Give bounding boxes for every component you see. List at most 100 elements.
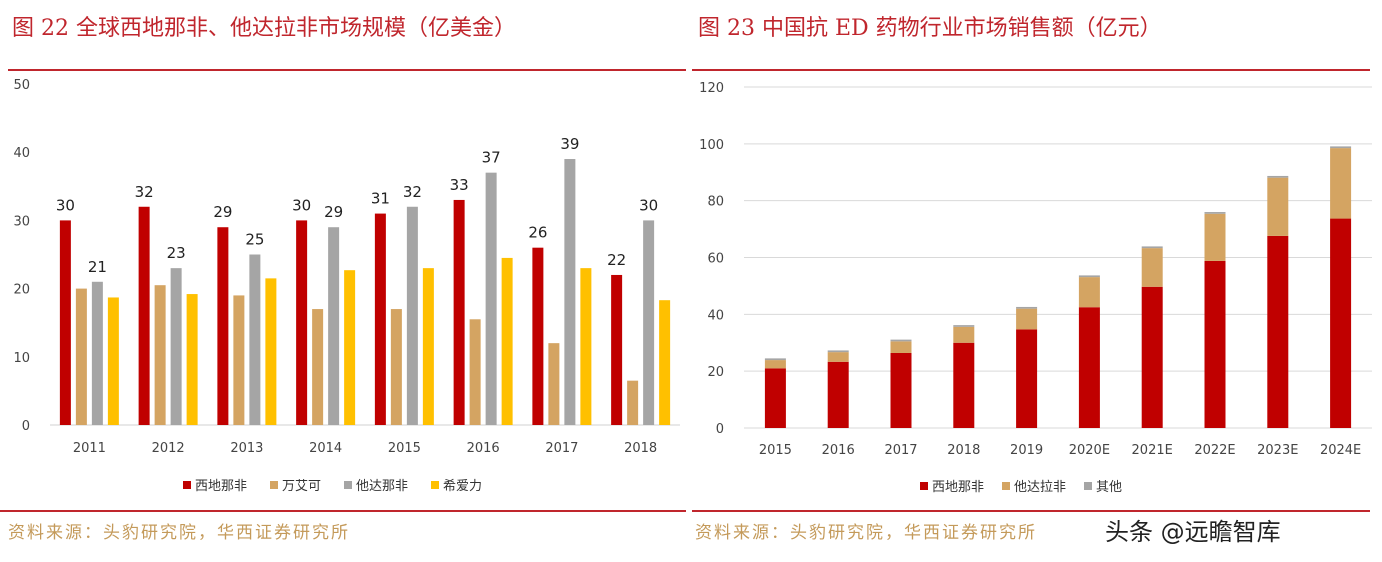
data-label: 25 <box>245 231 264 249</box>
bar-西地那非 <box>953 342 975 428</box>
bar-西地那非 <box>59 220 71 425</box>
x-tick-label: 2014 <box>309 441 342 456</box>
legend-label: 西地那非 <box>932 480 984 495</box>
x-tick-label: 2016 <box>822 443 855 458</box>
x-tick-label: 2024E <box>1320 443 1361 458</box>
bar-他达拉非 <box>953 326 975 343</box>
y-tick-label: 50 <box>13 78 30 93</box>
x-tick-label: 2015 <box>388 441 421 456</box>
bar-其他 <box>1141 246 1163 249</box>
bar-其他 <box>1078 275 1100 278</box>
bar-西地那非 <box>1204 260 1226 428</box>
right-bottom-divider <box>692 510 1370 512</box>
bar-希爱力 <box>501 257 513 425</box>
data-label: 22 <box>607 251 626 269</box>
left-top-divider <box>8 69 686 71</box>
legend-label: 西地那非 <box>195 479 247 494</box>
x-tick-label: 2012 <box>152 441 185 456</box>
bar-其他 <box>953 325 975 327</box>
bar-西地那非 <box>827 361 849 428</box>
data-label: 30 <box>292 196 311 214</box>
legend-swatch <box>1084 482 1092 490</box>
y-tick-label: 20 <box>13 283 30 298</box>
bar-其他 <box>764 358 786 361</box>
bar-他达那非 <box>406 206 418 425</box>
y-tick-label: 80 <box>707 195 724 210</box>
data-label: 30 <box>639 196 658 214</box>
bar-他达拉非 <box>827 352 849 362</box>
bar-他达拉非 <box>1141 248 1163 287</box>
bar-万艾可 <box>312 309 324 425</box>
x-tick-label: 2011 <box>73 441 106 456</box>
bar-他达那非 <box>485 172 497 425</box>
y-tick-label: 100 <box>699 138 724 153</box>
bar-万艾可 <box>548 343 560 425</box>
bar-他达那非 <box>91 281 103 425</box>
bar-希爱力 <box>422 268 434 425</box>
legend-label: 其他 <box>1096 480 1122 495</box>
bar-西地那非 <box>1267 235 1289 428</box>
left-chart: 0 10 20 30 40 50 2011 30 21 2012 32 23 2013 29 25 2014 3… <box>13 78 680 494</box>
data-label: 31 <box>371 190 390 208</box>
right-top-divider <box>692 69 1370 71</box>
bar-他达拉非 <box>1330 148 1352 219</box>
bar-希爱力 <box>580 268 592 425</box>
y-tick-label: 0 <box>22 419 30 434</box>
y-tick-label: 60 <box>707 252 724 267</box>
data-label: 33 <box>450 176 469 194</box>
bar-其他 <box>827 350 849 353</box>
bar-西地那非 <box>890 352 912 428</box>
legend-swatch <box>920 482 928 490</box>
x-tick-label: 2013 <box>230 441 263 456</box>
bar-万艾可 <box>154 285 166 425</box>
data-label: 39 <box>560 135 579 153</box>
left-bottom-divider <box>0 510 686 512</box>
bar-西地那非 <box>374 213 386 425</box>
bar-万艾可 <box>627 380 639 425</box>
bar-西地那非 <box>1078 307 1100 428</box>
bar-他达那非 <box>249 254 261 425</box>
data-label: 30 <box>56 196 75 214</box>
legend-label: 万艾可 <box>282 479 321 494</box>
bar-西地那非 <box>453 199 465 425</box>
bar-他达拉非 <box>1016 308 1038 330</box>
legend-swatch <box>344 481 352 489</box>
bar-他达拉非 <box>1204 213 1226 261</box>
bar-西地那非 <box>1141 286 1163 428</box>
legend-label: 希爱力 <box>443 479 482 494</box>
bar-西地那非 <box>611 274 623 425</box>
x-tick-label: 2018 <box>624 441 657 456</box>
bar-西地那非 <box>1330 218 1352 428</box>
legend-swatch <box>431 481 439 489</box>
data-label: 29 <box>213 203 232 221</box>
bar-他达那非 <box>328 227 340 425</box>
data-label: 29 <box>324 203 343 221</box>
bar-他达拉非 <box>890 341 912 353</box>
y-tick-label: 20 <box>707 365 724 380</box>
bar-万艾可 <box>233 295 245 425</box>
bar-希爱力 <box>265 278 277 425</box>
bar-西地那非 <box>296 220 308 425</box>
left-chart-title: 图 22 全球西地那非、他达拉非市场规模（亿美金） <box>12 16 516 41</box>
bar-西地那非 <box>217 227 229 425</box>
bar-西地那非 <box>138 206 150 425</box>
bar-他达那非 <box>564 159 576 425</box>
data-label: 37 <box>482 149 501 167</box>
x-tick-label: 2020E <box>1069 443 1110 458</box>
x-tick-label: 2019 <box>1010 443 1043 458</box>
bar-希爱力 <box>107 297 119 425</box>
x-tick-label: 2018 <box>947 443 980 458</box>
left-source-note: 资料来源：头豹研究院，华西证券研究所 <box>8 523 350 543</box>
data-label: 26 <box>528 224 547 242</box>
bar-其他 <box>890 339 912 342</box>
x-tick-label: 2022E <box>1194 443 1235 458</box>
y-tick-label: 120 <box>699 81 724 96</box>
x-tick-label: 2016 <box>467 441 500 456</box>
bar-其他 <box>1330 146 1352 149</box>
x-tick-label: 2023E <box>1257 443 1298 458</box>
bar-他达那非 <box>170 268 182 425</box>
legend-swatch <box>183 481 191 489</box>
bar-万艾可 <box>390 309 402 425</box>
legend-swatch <box>270 481 278 489</box>
y-tick-label: 30 <box>13 214 30 229</box>
